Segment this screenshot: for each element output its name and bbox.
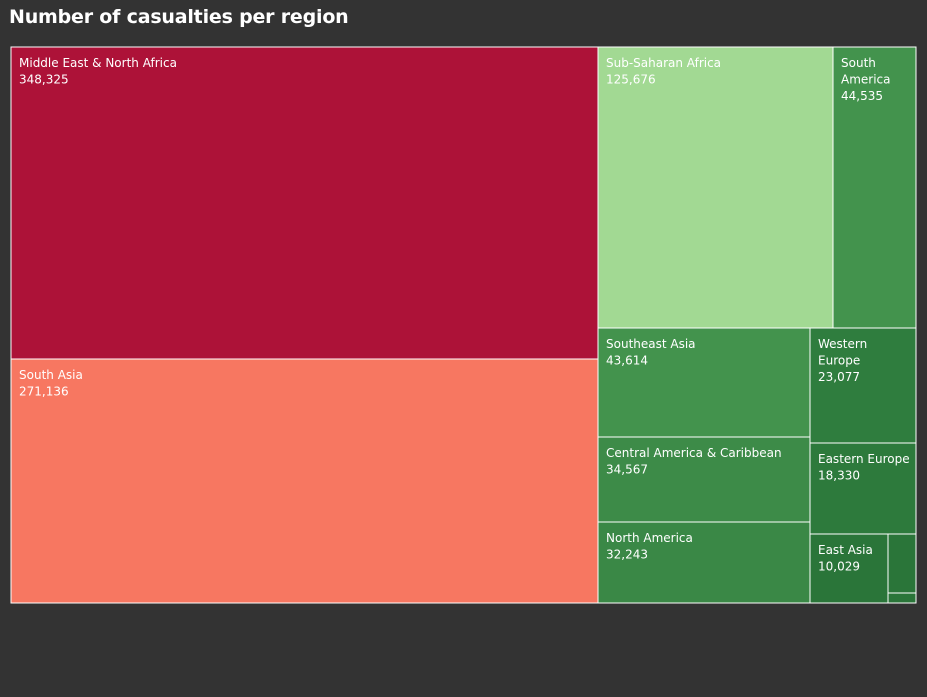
- tile-name-label: America: [841, 73, 891, 87]
- tile-unlabeled-11[interactable]: [887, 592, 917, 604]
- tile-value-label: 125,676: [606, 73, 656, 87]
- tile-east-asia[interactable]: East Asia 10,029: [809, 533, 889, 604]
- tile-value-label: 32,243: [606, 548, 648, 562]
- tile-value-label: 43,614: [606, 354, 648, 368]
- tile-name-label: Middle East & North Africa: [19, 56, 177, 70]
- tile-name-label: Europe: [818, 354, 860, 368]
- tile-name-label: Western: [818, 337, 867, 351]
- tile-rect[interactable]: [887, 592, 917, 604]
- tile-rect[interactable]: [809, 442, 917, 535]
- tile-rect[interactable]: [597, 46, 834, 329]
- tile-name-label: Southeast Asia: [606, 337, 696, 351]
- tile-name-label: Eastern Europe: [818, 452, 910, 466]
- tile-rect[interactable]: [597, 521, 811, 604]
- tile-rect[interactable]: [809, 327, 917, 444]
- tile-name-label: Sub-Saharan Africa: [606, 56, 721, 70]
- tile-value-label: 271,136: [19, 385, 69, 399]
- tile-value-label: 18,330: [818, 469, 860, 483]
- tile-central-america-and-caribbean[interactable]: Central America & Caribbean 34,567: [597, 436, 811, 523]
- tile-name-label: South Asia: [19, 368, 83, 382]
- tile-eastern-europe[interactable]: Eastern Europe 18,330: [809, 442, 917, 535]
- tile-rect[interactable]: [809, 533, 889, 604]
- tile-value-label: 10,029: [818, 560, 860, 574]
- tile-value-label: 348,325: [19, 73, 69, 87]
- tile-rect[interactable]: [10, 358, 599, 604]
- tile-rect[interactable]: [10, 46, 599, 360]
- tile-sub-saharan-africa[interactable]: Sub-Saharan Africa 125,676: [597, 46, 834, 329]
- tile-value-label: 34,567: [606, 463, 648, 477]
- tile-value-label: 44,535: [841, 89, 883, 103]
- tile-western-europe[interactable]: Western Europe 23,077: [809, 327, 917, 444]
- tile-rect[interactable]: [887, 533, 917, 594]
- tile-name-label: East Asia: [818, 543, 873, 557]
- tile-name-label: Central America & Caribbean: [606, 446, 782, 460]
- chart-title: Number of casualties per region: [9, 6, 349, 28]
- tile-southeast-asia[interactable]: Southeast Asia 43,614: [597, 327, 811, 438]
- tile-name-label: South: [841, 56, 876, 70]
- tile-north-america[interactable]: North America 32,243: [597, 521, 811, 604]
- tile-name-label: North America: [606, 531, 693, 545]
- tile-unlabeled-10[interactable]: [887, 533, 917, 594]
- tile-value-label: 23,077: [818, 370, 860, 384]
- tile-south-asia[interactable]: South Asia 271,136: [10, 358, 599, 604]
- tile-south-america[interactable]: South America 44,535: [832, 46, 917, 329]
- tile-rect[interactable]: [832, 46, 917, 329]
- tile-middle-east-and-north-africa[interactable]: Middle East & North Africa 348,325: [10, 46, 599, 360]
